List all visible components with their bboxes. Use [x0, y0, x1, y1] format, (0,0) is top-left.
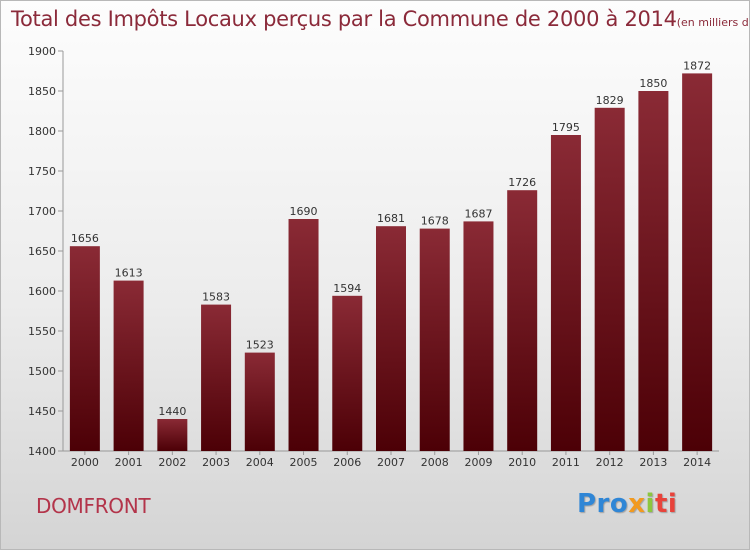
x-tick-label: 2001 — [115, 456, 143, 469]
commune-name: DOMFRONT — [36, 494, 151, 518]
x-tick-label: 2007 — [377, 456, 405, 469]
y-tick-label: 1800 — [28, 125, 56, 138]
bar — [201, 304, 232, 451]
bar-value-label: 1850 — [639, 77, 667, 90]
y-tick-label: 1750 — [28, 165, 56, 178]
y-tick-label: 1850 — [28, 85, 56, 98]
y-tick-label: 1450 — [28, 405, 56, 418]
y-tick-label: 1500 — [28, 365, 56, 378]
x-tick-label: 2012 — [596, 456, 624, 469]
bar-value-label: 1726 — [508, 176, 536, 189]
logo-part-3: i — [645, 489, 655, 519]
x-tick-label: 2000 — [71, 456, 99, 469]
y-tick-label: 1650 — [28, 245, 56, 258]
bar — [638, 91, 669, 451]
x-tick-label: 2002 — [158, 456, 186, 469]
bar — [376, 226, 406, 451]
logo-part-1: Pro — [577, 489, 629, 519]
bar-value-label: 1681 — [377, 212, 405, 225]
x-tick-label: 2008 — [421, 456, 449, 469]
bar-value-label: 1594 — [333, 282, 361, 295]
bar — [507, 190, 538, 451]
y-tick-label: 1550 — [28, 325, 56, 338]
bar — [332, 295, 363, 451]
bar — [463, 221, 494, 451]
logo-part-4: ti — [654, 489, 678, 519]
x-tick-label: 2011 — [552, 456, 580, 469]
x-tick-label: 2013 — [639, 456, 667, 469]
chart-title: Total des Impôts Locaux perçus par la Co… — [11, 7, 749, 31]
chart-bars — [69, 73, 713, 452]
x-tick-label: 2005 — [290, 456, 318, 469]
chart-labels: 2000 1656 2001 1613 2002 1440 2003 1583 2004 1523… — [71, 59, 711, 469]
bar — [157, 419, 188, 451]
bar-value-label: 1613 — [115, 267, 143, 280]
y-tick-label: 1400 — [28, 445, 56, 458]
bar — [244, 352, 275, 451]
bar-value-label: 1523 — [246, 339, 274, 352]
bar-value-label: 1440 — [158, 405, 186, 418]
bar — [594, 107, 625, 452]
bar — [113, 280, 144, 451]
x-tick-label: 2004 — [246, 456, 274, 469]
logo-part-2: x — [628, 489, 646, 519]
bar-value-label: 1795 — [552, 121, 580, 134]
bar-value-label: 1583 — [202, 291, 230, 304]
bar — [550, 135, 581, 451]
chart-title-text: Total des Impôts Locaux perçus par la Co… — [11, 7, 677, 31]
bar-value-label: 1690 — [290, 205, 318, 218]
bar — [419, 228, 450, 451]
x-tick-label: 2014 — [683, 456, 711, 469]
chart-unit: (en milliers d'€) — [676, 16, 749, 29]
x-tick-label: 2003 — [202, 456, 230, 469]
y-tick-label: 1900 — [28, 45, 56, 58]
chart-axes: 1400 1450 1500 1550 1600 1650 1700 1750 1800 1850… — [28, 45, 719, 458]
proxiti-logo: Proxiti — [577, 489, 677, 519]
x-tick-label: 2010 — [508, 456, 536, 469]
bar-value-label: 1829 — [596, 94, 624, 107]
bar — [69, 246, 100, 451]
bar-value-label: 1678 — [421, 215, 449, 228]
bar-value-label: 1656 — [71, 232, 99, 245]
x-tick-label: 2009 — [464, 456, 492, 469]
y-tick-label: 1700 — [28, 205, 56, 218]
y-tick-label: 1600 — [28, 285, 56, 298]
bar-value-label: 1687 — [464, 207, 492, 220]
bar — [288, 219, 319, 451]
bar-value-label: 1872 — [683, 59, 711, 72]
bar — [682, 73, 713, 452]
x-tick-label: 2006 — [333, 456, 361, 469]
